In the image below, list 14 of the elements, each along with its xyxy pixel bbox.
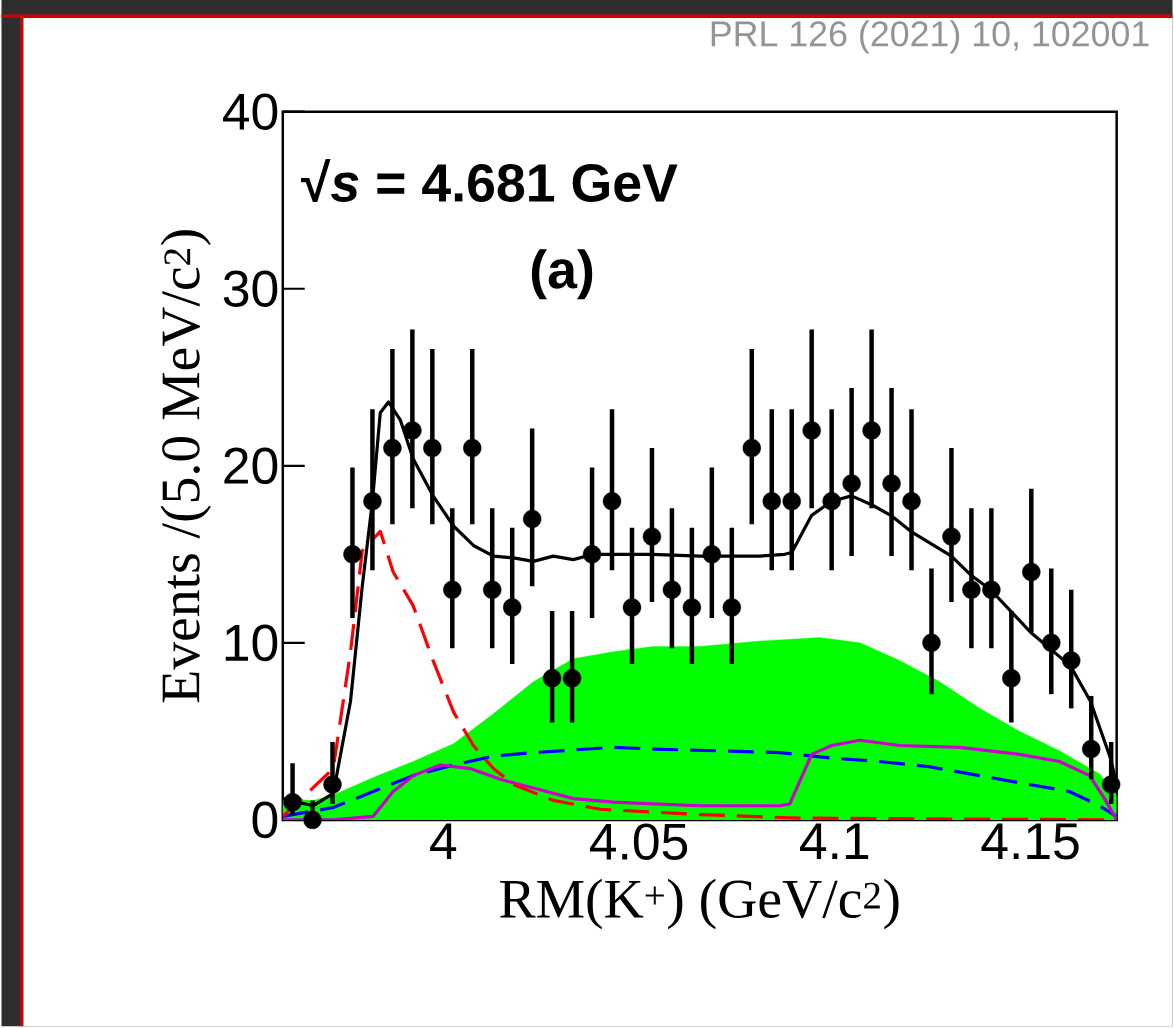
y-tick-label: 20	[224, 447, 278, 485]
annotation: (a)	[531, 249, 593, 300]
y-tick-label: 40	[222, 93, 278, 131]
x-axis-title: RM(K$^{+}$) (GeV/c$^{2}$)	[500, 878, 899, 930]
x-tick-label: 4.1	[800, 823, 869, 860]
y-tick-label: 30	[223, 270, 278, 308]
x-tick-label: 4.05	[589, 823, 688, 861]
text: PRL 126 (2021) 10, 102001	[711, 20, 1149, 54]
y-tick-label: 10	[225, 624, 278, 662]
x-tick-label: 4	[430, 823, 457, 860]
y-axis-title: Events /(5.0 MeV/c$^{2}$)	[160, 230, 211, 703]
x-tick-label: 4.15	[981, 823, 1079, 860]
annotation: √s = 4.681 GeV	[300, 159, 678, 203]
y-tick-label: 0	[252, 801, 278, 839]
